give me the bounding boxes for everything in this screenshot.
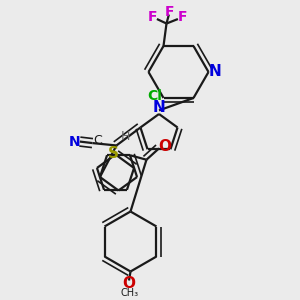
- Text: C: C: [94, 134, 102, 147]
- Text: N: N: [153, 100, 165, 116]
- Text: H: H: [121, 130, 130, 143]
- Text: F: F: [177, 10, 187, 24]
- Text: N: N: [69, 135, 80, 148]
- Text: S: S: [107, 146, 118, 161]
- Text: O: O: [122, 276, 136, 291]
- Text: Cl: Cl: [147, 89, 162, 103]
- Text: N: N: [209, 64, 221, 80]
- Text: F: F: [165, 4, 174, 19]
- Text: O: O: [158, 139, 171, 154]
- Text: CH₃: CH₃: [121, 287, 139, 298]
- Text: F: F: [148, 10, 158, 24]
